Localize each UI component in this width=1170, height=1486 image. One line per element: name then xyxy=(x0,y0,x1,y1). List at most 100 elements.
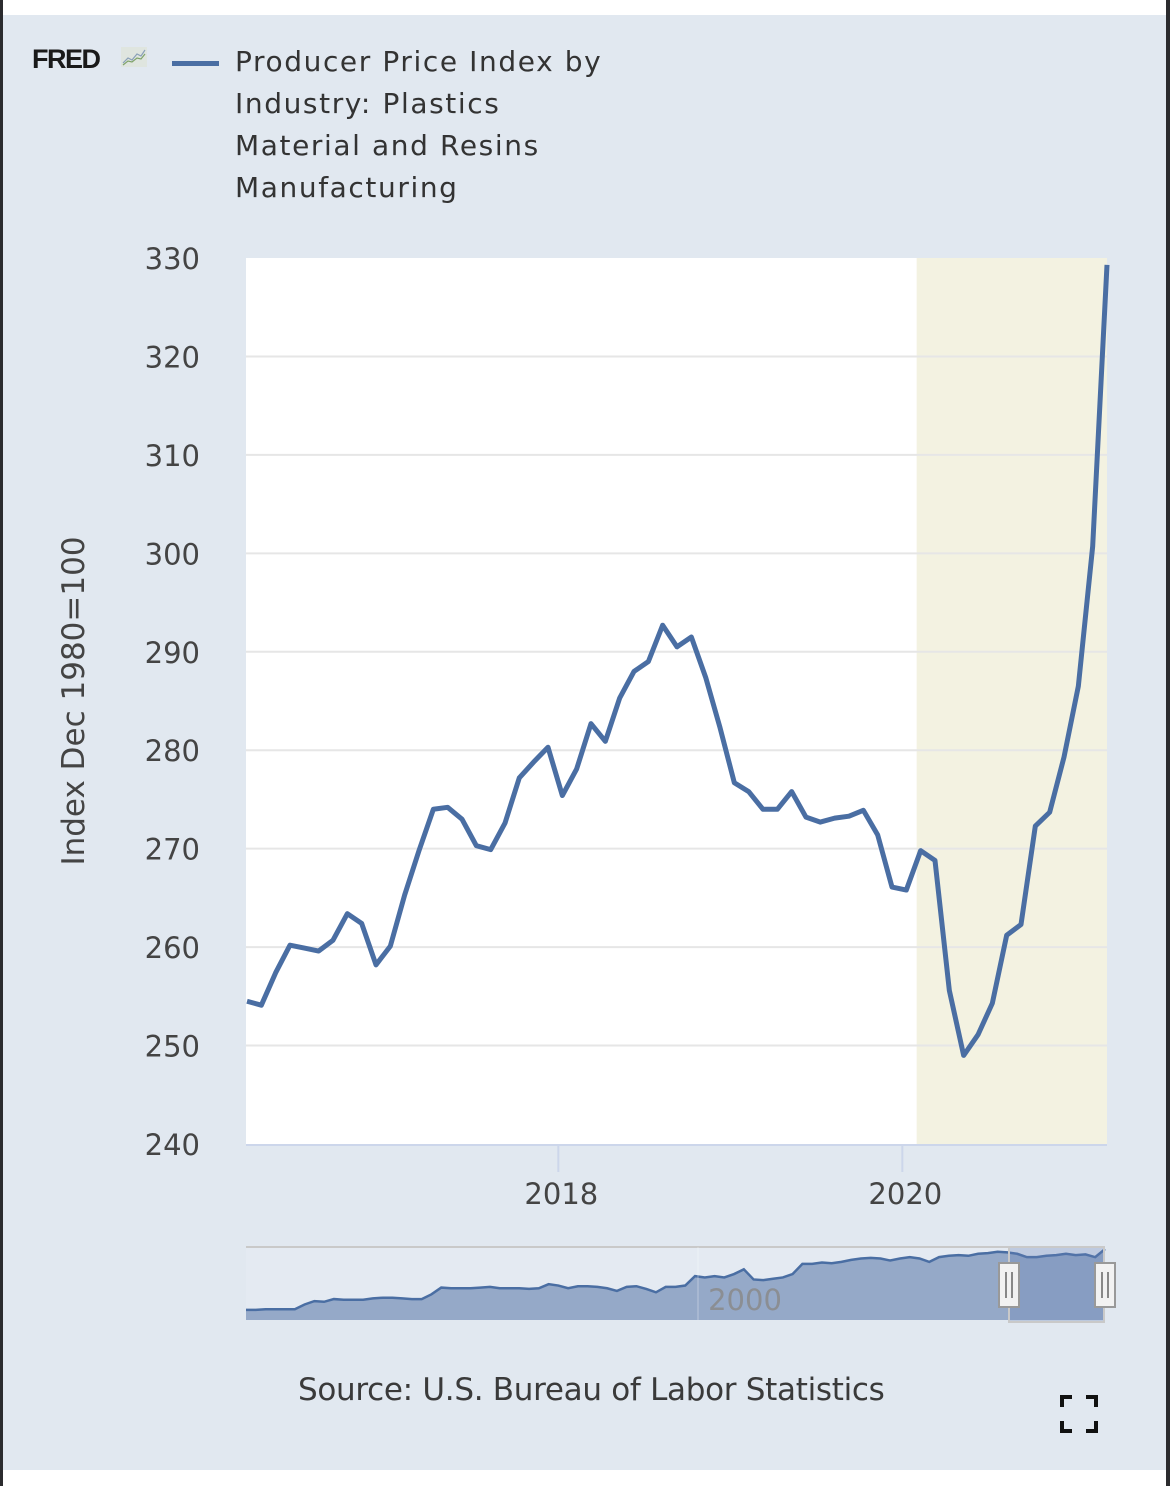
handle-body[interactable] xyxy=(1094,1262,1116,1308)
data-point[interactable] xyxy=(904,888,909,893)
data-point[interactable] xyxy=(789,789,794,794)
y-tick-label: 250 xyxy=(145,1030,200,1064)
data-point[interactable] xyxy=(718,725,723,730)
data-point[interactable] xyxy=(316,949,321,954)
y-tick-label: 280 xyxy=(145,734,200,768)
data-point[interactable] xyxy=(288,943,293,948)
data-point[interactable] xyxy=(818,820,823,825)
y-tick-label: 320 xyxy=(145,340,200,374)
data-point[interactable] xyxy=(531,760,536,765)
data-point[interactable] xyxy=(732,780,737,785)
data-point[interactable] xyxy=(546,745,551,750)
data-point[interactable] xyxy=(1062,755,1067,760)
legend-swatch xyxy=(172,61,219,66)
data-point[interactable] xyxy=(345,911,350,916)
navigator-tick-label: 2000 xyxy=(708,1283,782,1317)
data-point[interactable] xyxy=(632,669,637,674)
legend-label[interactable]: Producer Price Index by Industry: Plasti… xyxy=(235,41,675,209)
legend-line: Industry: Plastics xyxy=(235,87,501,120)
data-point[interactable] xyxy=(1076,684,1081,689)
data-point[interactable] xyxy=(245,999,250,1004)
data-point[interactable] xyxy=(832,816,837,821)
navigator-handle-right[interactable] xyxy=(1094,1262,1116,1308)
data-point[interactable] xyxy=(675,644,680,649)
data-point[interactable] xyxy=(746,789,751,794)
data-point[interactable] xyxy=(875,832,880,837)
recession-shading xyxy=(916,258,1107,1144)
handle-body[interactable] xyxy=(998,1262,1020,1308)
data-point[interactable] xyxy=(1019,922,1024,927)
legend-line: Material and Resins xyxy=(235,129,540,162)
y-tick-label: 310 xyxy=(145,439,200,473)
fred-logo: FRED xyxy=(32,44,101,74)
data-point[interactable] xyxy=(417,848,422,853)
y-tick-label: 300 xyxy=(145,537,200,571)
data-point[interactable] xyxy=(402,892,407,897)
y-tick-label: 270 xyxy=(145,833,200,867)
data-point[interactable] xyxy=(947,988,952,993)
data-point[interactable] xyxy=(617,696,622,701)
data-point[interactable] xyxy=(431,807,436,812)
navigator: 2000 xyxy=(246,1246,1116,1323)
navigator-handle-left[interactable] xyxy=(998,1262,1020,1308)
fullscreen-icon[interactable] xyxy=(1060,1395,1098,1433)
x-axis-ticks: 2018 2020 xyxy=(524,1144,942,1211)
data-point[interactable] xyxy=(761,807,766,812)
data-point[interactable] xyxy=(775,807,780,812)
data-point[interactable] xyxy=(331,938,336,943)
data-point[interactable] xyxy=(660,623,665,628)
data-point[interactable] xyxy=(890,885,895,890)
legend-line: Producer Price Index by xyxy=(235,45,603,78)
data-point[interactable] xyxy=(961,1053,966,1058)
data-point[interactable] xyxy=(1047,810,1052,815)
data-point[interactable] xyxy=(503,821,508,826)
window-frame-left xyxy=(0,0,3,1486)
data-point[interactable] xyxy=(388,944,393,949)
data-point[interactable] xyxy=(703,675,708,680)
data-point[interactable] xyxy=(646,659,651,664)
chart-trend-icon xyxy=(121,47,147,67)
navigator-area xyxy=(246,1249,1105,1320)
data-point[interactable] xyxy=(976,1032,981,1037)
x-tick-label: 2018 xyxy=(524,1177,598,1211)
data-point[interactable] xyxy=(990,1001,995,1006)
data-point[interactable] xyxy=(689,635,694,640)
data-point[interactable] xyxy=(603,739,608,744)
data-point[interactable] xyxy=(560,793,565,798)
data-point[interactable] xyxy=(804,815,809,820)
data-point[interactable] xyxy=(302,946,307,951)
navigator-selected-range[interactable] xyxy=(1008,1246,1105,1323)
navigator-series-line xyxy=(246,1248,1106,1312)
data-point[interactable] xyxy=(259,1003,264,1008)
source-credit: Source: U.S. Bureau of Labor Statistics xyxy=(298,1372,885,1408)
data-point[interactable] xyxy=(359,921,364,926)
data-point[interactable] xyxy=(847,814,852,819)
y-tick-label: 260 xyxy=(145,931,200,965)
data-point[interactable] xyxy=(589,721,594,726)
x-tick-label: 2020 xyxy=(868,1177,942,1211)
data-point[interactable] xyxy=(488,847,493,852)
data-point[interactable] xyxy=(933,858,938,863)
data-point[interactable] xyxy=(861,808,866,813)
y-tick-label: 290 xyxy=(145,636,200,670)
data-point[interactable] xyxy=(445,805,450,810)
window-frame-right xyxy=(1166,0,1170,1486)
data-point[interactable] xyxy=(374,962,379,967)
y-axis-ticks: 240 250 260 270 280 290 300 310 320 330 xyxy=(145,242,200,1162)
data-point[interactable] xyxy=(1033,824,1038,829)
data-point[interactable] xyxy=(273,970,278,975)
data-point[interactable] xyxy=(1090,544,1095,549)
data-point[interactable] xyxy=(474,843,479,848)
y-tick-label: 240 xyxy=(145,1128,200,1162)
series-line[interactable] xyxy=(246,264,1110,1058)
y-tick-label: 330 xyxy=(145,242,200,276)
legend-line: Manufacturing xyxy=(235,171,459,204)
data-point[interactable] xyxy=(460,817,465,822)
data-point[interactable] xyxy=(1004,933,1009,938)
data-point[interactable] xyxy=(1105,262,1110,267)
data-point[interactable] xyxy=(574,766,579,771)
y-axis-label: Index Dec 1980=100 xyxy=(56,536,92,865)
data-point[interactable] xyxy=(918,848,923,853)
data-point[interactable] xyxy=(517,775,522,780)
